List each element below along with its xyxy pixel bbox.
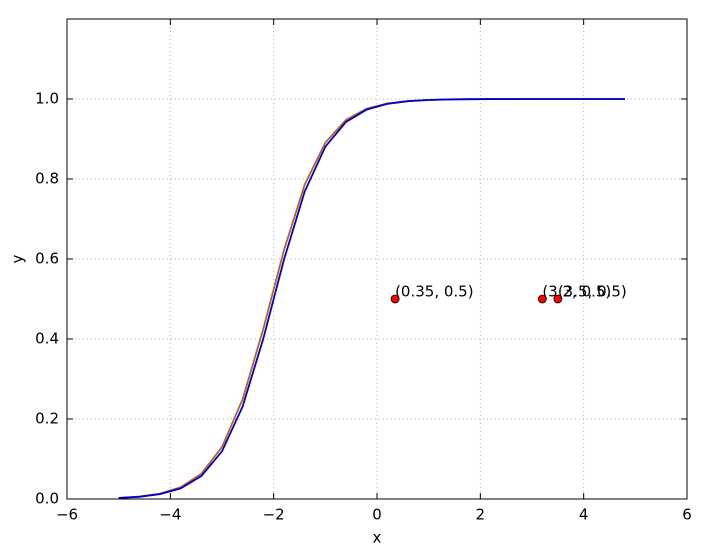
x-tick-label: 0 xyxy=(372,506,382,524)
x-tick-label: −4 xyxy=(159,506,181,524)
x-tick-label: 2 xyxy=(476,506,486,524)
scatter-point xyxy=(537,294,547,304)
y-tick-label: 0.4 xyxy=(35,330,59,348)
y-tick-label: 0.8 xyxy=(35,170,59,188)
x-tick-label: −6 xyxy=(56,506,78,524)
line-series xyxy=(118,98,625,499)
y-tick-label: 0.6 xyxy=(35,250,59,268)
x-tick-label: 6 xyxy=(682,506,692,524)
scatter-point xyxy=(390,294,400,304)
scatter-point xyxy=(553,294,563,304)
point-annotation: (0.35, 0.5) xyxy=(395,283,474,301)
point-annotation: (3.5, 0.5) xyxy=(558,283,627,301)
x-tick-label: 4 xyxy=(579,506,589,524)
x-axis-label: x xyxy=(373,529,382,547)
y-tick-label: 1.0 xyxy=(35,90,59,108)
plot-frame xyxy=(66,18,688,500)
y-tick-label: 0.0 xyxy=(35,490,59,508)
x-tick-label: −2 xyxy=(263,506,285,524)
y-tick-label: 0.2 xyxy=(35,410,59,428)
y-axis-label: y xyxy=(9,254,27,263)
